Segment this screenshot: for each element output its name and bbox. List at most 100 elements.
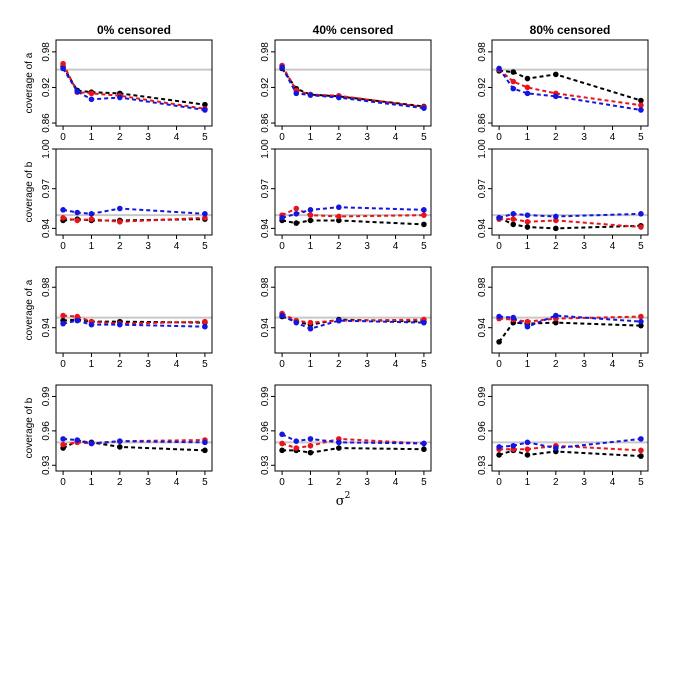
data-point-blue	[202, 323, 208, 330]
data-point-black	[524, 224, 531, 230]
x-tick-label: 2	[336, 132, 342, 143]
plot-frame	[274, 148, 432, 236]
x-tick-label: 5	[638, 132, 644, 143]
x-tick-label: 0	[60, 132, 66, 143]
y-tick-label: 0.86	[260, 113, 271, 133]
x-tick-label: 2	[117, 359, 123, 370]
x-tick-label: 3	[364, 132, 370, 143]
x-tick-label: 2	[553, 241, 559, 252]
data-point-red	[88, 216, 95, 222]
x-tick-label: 5	[202, 477, 208, 488]
data-point-red	[421, 212, 427, 218]
y-axis-title: coverage of b	[24, 161, 35, 222]
x-tick-label: 4	[610, 477, 616, 488]
x-tick-label: 0	[496, 132, 502, 143]
data-point-red	[202, 215, 208, 221]
panel-r3-c1: 0 1 2 3 4 5 0.93 0.96 0.99	[260, 384, 432, 488]
data-point-blue	[524, 323, 531, 330]
data-point-black	[553, 225, 559, 232]
y-tick-label: 0.96	[41, 421, 52, 441]
data-point-blue	[510, 211, 517, 217]
data-point-blue	[638, 211, 644, 217]
plot-frame	[55, 266, 213, 354]
plot-frame	[491, 384, 649, 472]
y-tick-label: 0.98	[477, 42, 488, 62]
data-point-red	[638, 224, 644, 230]
x-tick-label: 0	[279, 477, 285, 488]
data-point-red	[638, 102, 644, 109]
x-tick-label: 3	[581, 359, 587, 370]
x-tick-label: 2	[336, 359, 342, 370]
data-point-black	[638, 97, 644, 104]
x-tick-label: 4	[393, 132, 399, 143]
x-tick-label: 1	[89, 241, 95, 252]
figure-x-axis-title-base: σ	[336, 494, 345, 509]
y-tick-label: 0.97	[477, 179, 488, 199]
y-tick-label: 0.94	[477, 318, 488, 338]
x-tick-label: 2	[117, 132, 123, 143]
series-line-blue	[498, 67, 642, 111]
x-tick-label: 5	[638, 477, 644, 488]
x-tick-label: 1	[525, 359, 531, 370]
data-point-red	[88, 90, 95, 97]
x-tick-label: 1	[308, 132, 314, 143]
data-point-blue	[510, 314, 517, 321]
x-tick-label: 4	[174, 132, 180, 143]
x-tick-label: 4	[174, 359, 180, 370]
data-point-red	[293, 205, 300, 212]
data-point-blue	[553, 213, 559, 220]
data-point-blue	[88, 96, 95, 103]
data-point-black	[510, 221, 517, 228]
x-tick-label: 1	[89, 132, 95, 143]
plot-frame	[491, 266, 649, 354]
x-tick-label: 5	[202, 359, 208, 370]
y-tick-label: 1.00	[477, 139, 488, 159]
data-point-red	[117, 218, 123, 225]
data-point-blue	[74, 437, 81, 443]
series-line-black	[281, 219, 424, 226]
y-tick-label: 0.94	[477, 218, 488, 238]
y-tick-label: 0.94	[260, 318, 271, 338]
data-point-blue	[336, 317, 342, 324]
plot-frame	[274, 266, 432, 354]
y-tick-label: 0.98	[41, 42, 52, 62]
series-line-blue	[499, 437, 642, 450]
column-title: 0% censored	[97, 23, 171, 37]
data-point-blue	[60, 65, 66, 72]
x-tick-label: 4	[610, 241, 616, 252]
panel-r3-c0: 0 1 2 3 4 5 0.93 0.96 0.99 coverage of b	[24, 384, 213, 488]
x-tick-label: 5	[202, 132, 208, 143]
data-point-blue	[524, 212, 531, 218]
data-point-red	[74, 217, 81, 224]
x-tick-label: 3	[145, 241, 151, 252]
data-point-red	[638, 313, 644, 320]
y-tick-label: 0.93	[477, 455, 488, 475]
x-tick-label: 2	[117, 477, 123, 488]
figure-x-axis-title: σ2	[336, 491, 351, 509]
data-point-black	[336, 445, 342, 451]
data-point-blue	[279, 431, 285, 438]
data-point-blue	[293, 90, 300, 97]
x-tick-label: 1	[89, 359, 95, 370]
y-tick-label: 1.00	[41, 139, 52, 159]
data-point-black	[524, 452, 531, 458]
y-axis-title: coverage of a	[24, 52, 35, 113]
x-tick-label: 1	[525, 241, 531, 252]
data-point-blue	[421, 319, 427, 326]
data-point-black	[307, 449, 314, 456]
series-line-black	[498, 321, 641, 343]
y-tick-label: 0.94	[41, 318, 52, 338]
x-tick-label: 5	[421, 477, 427, 488]
data-point-red	[279, 440, 285, 447]
panel-r0-c0: 0 1 2 3 4 5 0.86 0.92 0.98 coverage of a	[24, 39, 213, 143]
series-line-black	[282, 447, 424, 454]
panel-r0-c2: 0 1 2 3 4 5 0.86 0.92 0.98	[477, 39, 649, 143]
data-point-red	[553, 217, 559, 224]
figure-x-axis-title-superscript: 2	[345, 491, 351, 501]
data-point-blue	[421, 105, 427, 112]
y-tick-label: 0.94	[260, 218, 271, 238]
data-point-blue	[60, 436, 66, 442]
data-point-red	[307, 442, 314, 449]
data-point-blue	[117, 321, 123, 328]
series-line-black	[498, 449, 641, 458]
